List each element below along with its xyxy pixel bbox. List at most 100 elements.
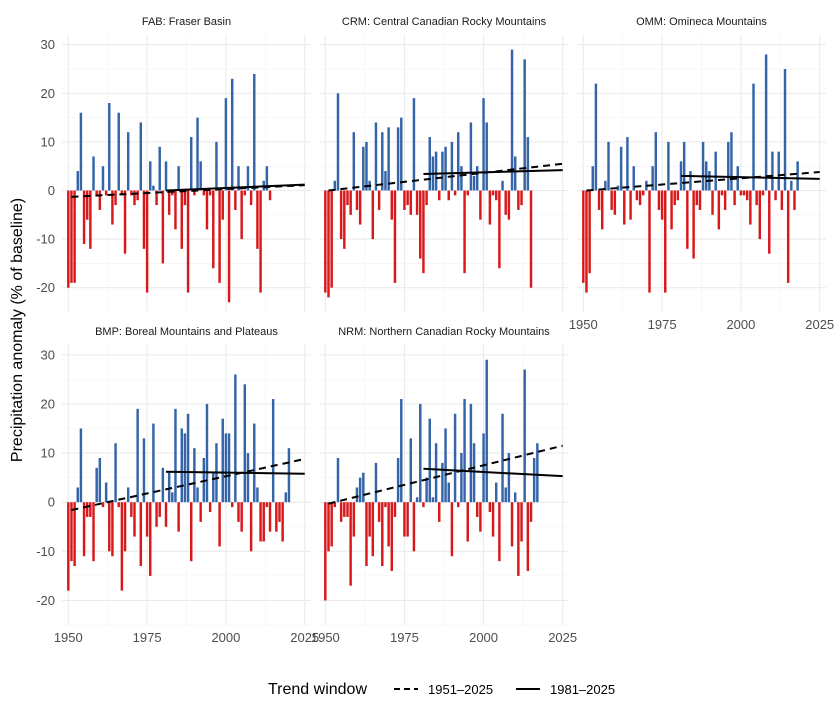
bar <box>167 472 171 503</box>
bar <box>504 487 507 503</box>
bar <box>396 127 400 191</box>
bar <box>174 190 177 230</box>
bar <box>390 502 394 571</box>
bar <box>171 190 174 196</box>
bar <box>488 502 492 513</box>
trend-line-1951-2025 <box>328 444 563 505</box>
bar <box>469 122 473 191</box>
bar <box>457 132 460 191</box>
bar <box>786 190 790 283</box>
bar <box>259 190 262 293</box>
panel-title: NRM: Northern Canadian Rocky Mountains <box>338 326 550 338</box>
bar <box>425 477 428 503</box>
bar <box>498 190 501 269</box>
bar <box>215 141 218 191</box>
bar <box>139 122 143 191</box>
bar <box>111 502 114 557</box>
bar <box>641 190 645 196</box>
bar <box>79 428 83 503</box>
bar <box>513 156 517 191</box>
bar <box>149 502 152 576</box>
bar <box>520 502 523 542</box>
bar <box>371 190 375 240</box>
x-tick-label: 1975 <box>390 630 419 645</box>
bar <box>529 502 533 522</box>
bar <box>123 190 127 254</box>
bar <box>790 180 793 191</box>
bar <box>498 502 501 562</box>
x-tick-label: 1975 <box>648 317 677 332</box>
bar <box>352 502 356 537</box>
bar <box>377 190 381 210</box>
bar <box>588 190 591 274</box>
bar <box>133 502 136 537</box>
bar <box>453 413 457 503</box>
bar <box>246 453 250 503</box>
bar <box>237 166 240 191</box>
bar <box>265 166 269 191</box>
panel-4: BMP: Boreal Mountains and Plateaus -20 -10… <box>36 326 319 645</box>
bar <box>384 171 387 191</box>
bar <box>208 190 212 196</box>
bar <box>218 190 221 283</box>
bar <box>374 122 378 191</box>
bar <box>701 141 705 191</box>
bar <box>714 151 717 191</box>
bar <box>164 161 168 191</box>
bar <box>517 190 520 210</box>
bar <box>780 190 784 210</box>
bar <box>676 190 680 201</box>
bar <box>594 83 598 191</box>
bar <box>422 502 425 508</box>
bar <box>76 487 79 503</box>
bar <box>70 502 73 562</box>
bar <box>422 190 425 274</box>
bar <box>243 190 247 196</box>
bar <box>253 73 256 191</box>
bar <box>604 180 607 191</box>
bar <box>745 190 749 201</box>
bar <box>711 190 714 215</box>
bar <box>517 502 520 576</box>
bar <box>755 190 758 206</box>
x-tick-label: 2025 <box>805 317 834 332</box>
bar <box>425 190 428 206</box>
bar <box>152 185 155 191</box>
y-axis-label: Precipitation anomaly (% of baseline) <box>9 198 26 462</box>
bar <box>358 190 362 225</box>
bar <box>390 190 394 220</box>
bar <box>180 428 184 503</box>
bar <box>428 137 431 191</box>
bar <box>600 190 604 230</box>
bar <box>479 502 482 532</box>
bar <box>221 418 224 503</box>
bar <box>472 175 476 191</box>
bar <box>205 403 209 503</box>
bar <box>268 190 272 201</box>
bar <box>460 166 463 191</box>
x-tick-label: 1975 <box>133 630 162 645</box>
bar <box>510 49 514 191</box>
bar <box>441 151 444 191</box>
bar <box>689 171 692 191</box>
bar <box>126 132 130 191</box>
trend-line-1951-2025 <box>586 171 820 192</box>
bar <box>727 141 730 191</box>
y-tick-label: 10 <box>41 446 55 461</box>
bar <box>494 190 498 201</box>
bar <box>523 59 526 191</box>
bar <box>333 180 337 191</box>
bar <box>504 190 507 215</box>
bar <box>428 418 431 503</box>
bar <box>739 190 743 196</box>
bar <box>438 190 441 201</box>
panel-title: OMM: Omineca Mountains <box>636 16 767 28</box>
bar <box>142 190 146 249</box>
bar <box>189 502 193 562</box>
bar <box>104 190 108 196</box>
bar <box>749 190 752 225</box>
bar <box>98 190 102 210</box>
panel-3: OMM: Omineca Mountains 1950 1975 2000 2025 <box>569 16 834 332</box>
trend-line-1981-2025 <box>165 470 305 475</box>
